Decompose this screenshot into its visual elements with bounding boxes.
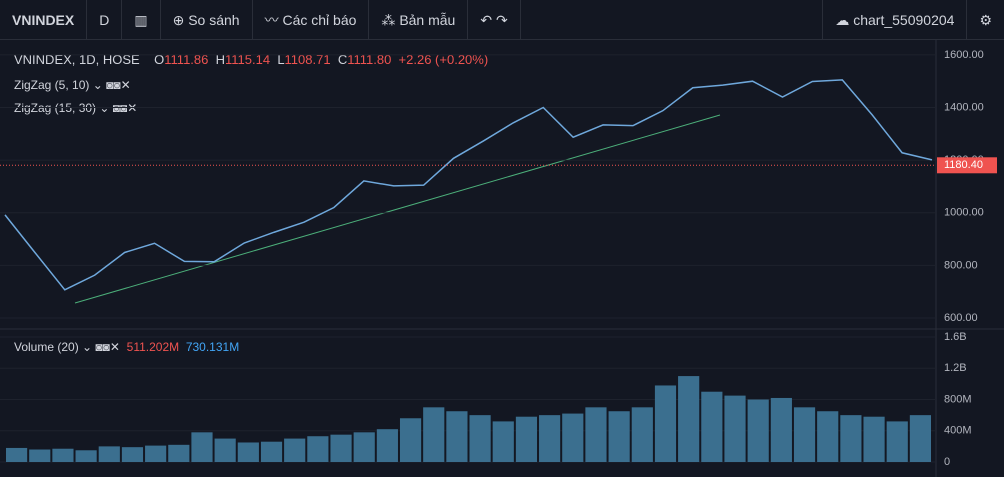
volume-bar	[631, 407, 653, 463]
volume-bar	[539, 415, 561, 463]
price-legend: VNINDEX, 1D, HOSE O1111.86 H1115.14 L110…	[14, 52, 488, 67]
volume-bar	[52, 448, 74, 463]
volume-bar	[469, 415, 491, 463]
volume-bar	[29, 449, 51, 463]
templates[interactable]: ⁂ Bản mẫu	[369, 0, 469, 40]
c-label: C	[337, 52, 348, 67]
o-value: 1111.86	[164, 52, 209, 67]
indicator-label: ZigZag (5, 10)	[14, 78, 90, 92]
volume-bar	[515, 416, 538, 463]
y-tick-label: 800.00	[944, 259, 978, 271]
volume-bar	[191, 432, 213, 463]
volume-bar	[492, 421, 514, 463]
volume-bar	[747, 399, 769, 463]
y-tick-label: 400M	[944, 425, 972, 437]
layout-label: chart_55090204	[853, 11, 955, 28]
volume-legend: Volume (20) ⌄ ◙◙✕ 511.202M 730.131M	[14, 340, 240, 354]
compare-label: So sánh	[188, 11, 240, 28]
volume-bar	[376, 429, 398, 463]
volume-bar	[909, 415, 931, 463]
y-tick-label: 1000.00	[944, 207, 984, 219]
volume-bar	[446, 411, 468, 463]
layout[interactable]: ☁ chart_55090204	[822, 0, 968, 40]
compare[interactable]: ⊕ So sánh	[161, 0, 253, 40]
y-tick-label: 1.2B	[944, 362, 967, 374]
volume-bar	[75, 450, 97, 463]
l-label: L	[277, 52, 285, 67]
toolbar: VNINDEX D ▥ ⊕ So sánh 〰 Các chỉ báo ⁂ Bả…	[0, 0, 1004, 40]
volume-bar	[608, 411, 630, 463]
volume-value: 511.202M	[126, 340, 180, 354]
volume-bar	[654, 385, 677, 463]
o-label: O	[154, 52, 165, 67]
settings[interactable]: ⚙	[979, 11, 992, 28]
volume-bar	[423, 407, 445, 463]
volume-bar	[168, 444, 190, 463]
y-tick-label: 1600.00	[944, 49, 984, 61]
volume-bar	[307, 436, 329, 463]
volume-bar	[793, 407, 816, 463]
volume-bar	[863, 416, 885, 463]
y-tick-label: 1400.00	[944, 101, 984, 113]
templates-label: Bản mẫu	[399, 11, 456, 28]
volume-bar	[817, 411, 839, 463]
legend-title: VNINDEX, 1D, HOSE	[14, 52, 140, 67]
indicators[interactable]: 〰 Các chỉ báo	[253, 0, 370, 40]
y-tick-label: 1.6B	[944, 331, 967, 343]
volume-bar	[260, 441, 283, 463]
interval[interactable]: D	[87, 0, 123, 40]
chart: 600.00800.001000.001200.001400.001600.00…	[0, 40, 1004, 477]
volume-bar	[121, 447, 144, 463]
trend-line	[74, 114, 721, 304]
volume-bar	[886, 421, 908, 463]
volume-bar	[585, 407, 607, 463]
y-tick-label: 600.00	[944, 312, 978, 324]
volume-bar	[6, 447, 28, 463]
l-value: 1108.71	[284, 52, 331, 67]
y-tick-label: 800M	[944, 393, 972, 405]
volume-bar	[562, 413, 584, 463]
volume-bar	[701, 391, 723, 463]
volume-bar	[98, 446, 120, 463]
volume-bar	[770, 397, 792, 463]
indicator-1[interactable]: ZigZag (5, 10) ⌄ ◙◙✕	[14, 78, 131, 92]
undo[interactable]: ↶ ↷	[468, 0, 521, 40]
volume-bar	[353, 432, 375, 463]
volume-title: Volume (20)	[14, 340, 79, 354]
last-price-box	[937, 157, 997, 174]
volume-bar	[237, 442, 259, 463]
change: +2.26 (+0.20%)	[398, 52, 489, 67]
h-value: 1115.14	[225, 52, 271, 67]
volume-bar	[724, 395, 746, 463]
last-price-label: 1180.40	[944, 159, 983, 171]
volume-bar	[399, 418, 422, 463]
price-line	[4, 79, 933, 291]
indicators-label: Các chỉ báo	[282, 11, 357, 28]
volume-bar	[330, 434, 352, 463]
volume-bar	[145, 445, 167, 463]
volume-bar	[214, 438, 236, 463]
volume-ma-value: 730.131M	[185, 340, 240, 354]
symbol[interactable]: VNINDEX	[0, 0, 88, 40]
chart-style[interactable]: ▥	[122, 0, 161, 40]
volume-bar	[840, 415, 862, 463]
volume-bar	[284, 438, 306, 463]
c-value: 1111.80	[347, 52, 392, 67]
y-tick-label: 0	[944, 456, 950, 468]
h-label: H	[215, 52, 226, 67]
volume-bar	[678, 376, 700, 463]
